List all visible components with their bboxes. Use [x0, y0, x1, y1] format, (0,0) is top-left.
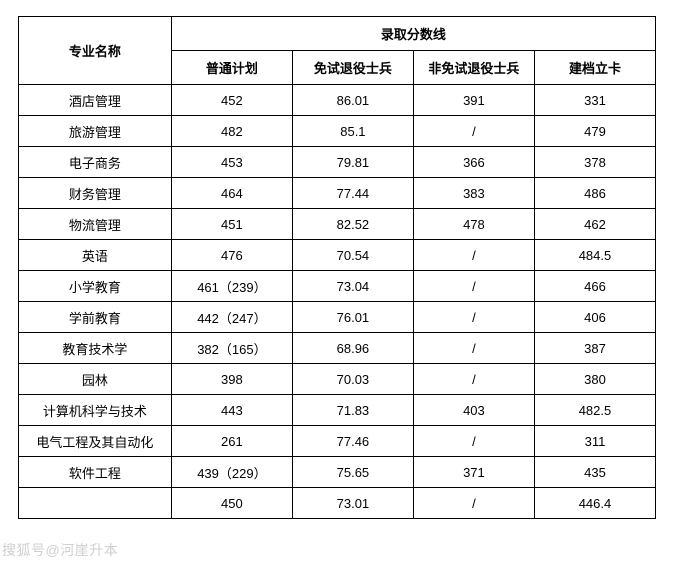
- cell-plan: 450: [171, 488, 292, 519]
- cell-card: 406: [534, 302, 655, 333]
- cell-major: 物流管理: [19, 209, 172, 240]
- table-row: 园林39870.03/380: [19, 364, 656, 395]
- table-row: 英语47670.54/484.5: [19, 240, 656, 271]
- cell-exempt_veteran: 68.96: [292, 333, 413, 364]
- score-table: 专业名称 录取分数线 普通计划 免试退役士兵 非免试退役士兵 建档立卡 酒店管理…: [18, 16, 656, 519]
- cell-exempt_veteran: 82.52: [292, 209, 413, 240]
- cell-exempt_veteran: 79.81: [292, 147, 413, 178]
- cell-card: 479: [534, 116, 655, 147]
- cell-plan: 476: [171, 240, 292, 271]
- cell-nonexempt_veteran: 403: [413, 395, 534, 426]
- table-row: 电气工程及其自动化26177.46/311: [19, 426, 656, 457]
- cell-nonexempt_veteran: 391: [413, 85, 534, 116]
- cell-plan: 261: [171, 426, 292, 457]
- cell-exempt_veteran: 73.01: [292, 488, 413, 519]
- cell-plan: 482: [171, 116, 292, 147]
- cell-card: 378: [534, 147, 655, 178]
- cell-exempt_veteran: 85.1: [292, 116, 413, 147]
- table-row: 小学教育461（239）73.04/466: [19, 271, 656, 302]
- cell-card: 331: [534, 85, 655, 116]
- score-table-container: 专业名称 录取分数线 普通计划 免试退役士兵 非免试退役士兵 建档立卡 酒店管理…: [0, 0, 674, 527]
- cell-major: 旅游管理: [19, 116, 172, 147]
- cell-major: 英语: [19, 240, 172, 271]
- header-plan: 普通计划: [171, 51, 292, 85]
- cell-major: 教育技术学: [19, 333, 172, 364]
- cell-exempt_veteran: 86.01: [292, 85, 413, 116]
- cell-plan: 442（247）: [171, 302, 292, 333]
- cell-nonexempt_veteran: /: [413, 426, 534, 457]
- cell-major: 电气工程及其自动化: [19, 426, 172, 457]
- cell-nonexempt_veteran: /: [413, 302, 534, 333]
- cell-plan: 451: [171, 209, 292, 240]
- watermark-text: 搜狐号@河崖升本: [2, 540, 118, 560]
- cell-nonexempt_veteran: /: [413, 488, 534, 519]
- cell-nonexempt_veteran: 371: [413, 457, 534, 488]
- table-row: 电子商务45379.81366378: [19, 147, 656, 178]
- cell-major: 酒店管理: [19, 85, 172, 116]
- cell-major: [19, 488, 172, 519]
- table-row: 财务管理46477.44383486: [19, 178, 656, 209]
- cell-major: 财务管理: [19, 178, 172, 209]
- cell-exempt_veteran: 70.03: [292, 364, 413, 395]
- table-row: 酒店管理45286.01391331: [19, 85, 656, 116]
- header-score-group: 录取分数线: [171, 17, 655, 51]
- header-major: 专业名称: [19, 17, 172, 85]
- cell-exempt_veteran: 75.65: [292, 457, 413, 488]
- cell-card: 486: [534, 178, 655, 209]
- cell-card: 466: [534, 271, 655, 302]
- cell-exempt_veteran: 71.83: [292, 395, 413, 426]
- cell-nonexempt_veteran: /: [413, 364, 534, 395]
- cell-nonexempt_veteran: /: [413, 240, 534, 271]
- cell-plan: 439（229）: [171, 457, 292, 488]
- table-row: 物流管理45182.52478462: [19, 209, 656, 240]
- cell-plan: 464: [171, 178, 292, 209]
- cell-exempt_veteran: 77.46: [292, 426, 413, 457]
- cell-nonexempt_veteran: /: [413, 116, 534, 147]
- table-row: 旅游管理48285.1/479: [19, 116, 656, 147]
- cell-plan: 461（239）: [171, 271, 292, 302]
- table-row: 教育技术学382（165）68.96/387: [19, 333, 656, 364]
- cell-card: 311: [534, 426, 655, 457]
- cell-nonexempt_veteran: 366: [413, 147, 534, 178]
- table-row: 软件工程439（229）75.65371435: [19, 457, 656, 488]
- cell-card: 387: [534, 333, 655, 364]
- header-nonexempt-veteran: 非免试退役士兵: [413, 51, 534, 85]
- cell-plan: 443: [171, 395, 292, 426]
- cell-plan: 382（165）: [171, 333, 292, 364]
- cell-exempt_veteran: 70.54: [292, 240, 413, 271]
- cell-major: 小学教育: [19, 271, 172, 302]
- cell-card: 484.5: [534, 240, 655, 271]
- cell-card: 446.4: [534, 488, 655, 519]
- cell-plan: 398: [171, 364, 292, 395]
- cell-nonexempt_veteran: 383: [413, 178, 534, 209]
- cell-major: 电子商务: [19, 147, 172, 178]
- cell-major: 软件工程: [19, 457, 172, 488]
- cell-exempt_veteran: 76.01: [292, 302, 413, 333]
- table-row: 计算机科学与技术44371.83403482.5: [19, 395, 656, 426]
- cell-card: 482.5: [534, 395, 655, 426]
- cell-major: 园林: [19, 364, 172, 395]
- header-exempt-veteran: 免试退役士兵: [292, 51, 413, 85]
- cell-major: 学前教育: [19, 302, 172, 333]
- header-card: 建档立卡: [534, 51, 655, 85]
- table-row: 学前教育442（247）76.01/406: [19, 302, 656, 333]
- table-row: 45073.01/446.4: [19, 488, 656, 519]
- table-header: 专业名称 录取分数线 普通计划 免试退役士兵 非免试退役士兵 建档立卡: [19, 17, 656, 85]
- cell-nonexempt_veteran: /: [413, 271, 534, 302]
- cell-plan: 453: [171, 147, 292, 178]
- cell-exempt_veteran: 73.04: [292, 271, 413, 302]
- cell-card: 435: [534, 457, 655, 488]
- cell-major: 计算机科学与技术: [19, 395, 172, 426]
- cell-nonexempt_veteran: /: [413, 333, 534, 364]
- cell-card: 462: [534, 209, 655, 240]
- cell-card: 380: [534, 364, 655, 395]
- cell-nonexempt_veteran: 478: [413, 209, 534, 240]
- cell-exempt_veteran: 77.44: [292, 178, 413, 209]
- cell-plan: 452: [171, 85, 292, 116]
- table-body: 酒店管理45286.01391331旅游管理48285.1/479电子商务453…: [19, 85, 656, 519]
